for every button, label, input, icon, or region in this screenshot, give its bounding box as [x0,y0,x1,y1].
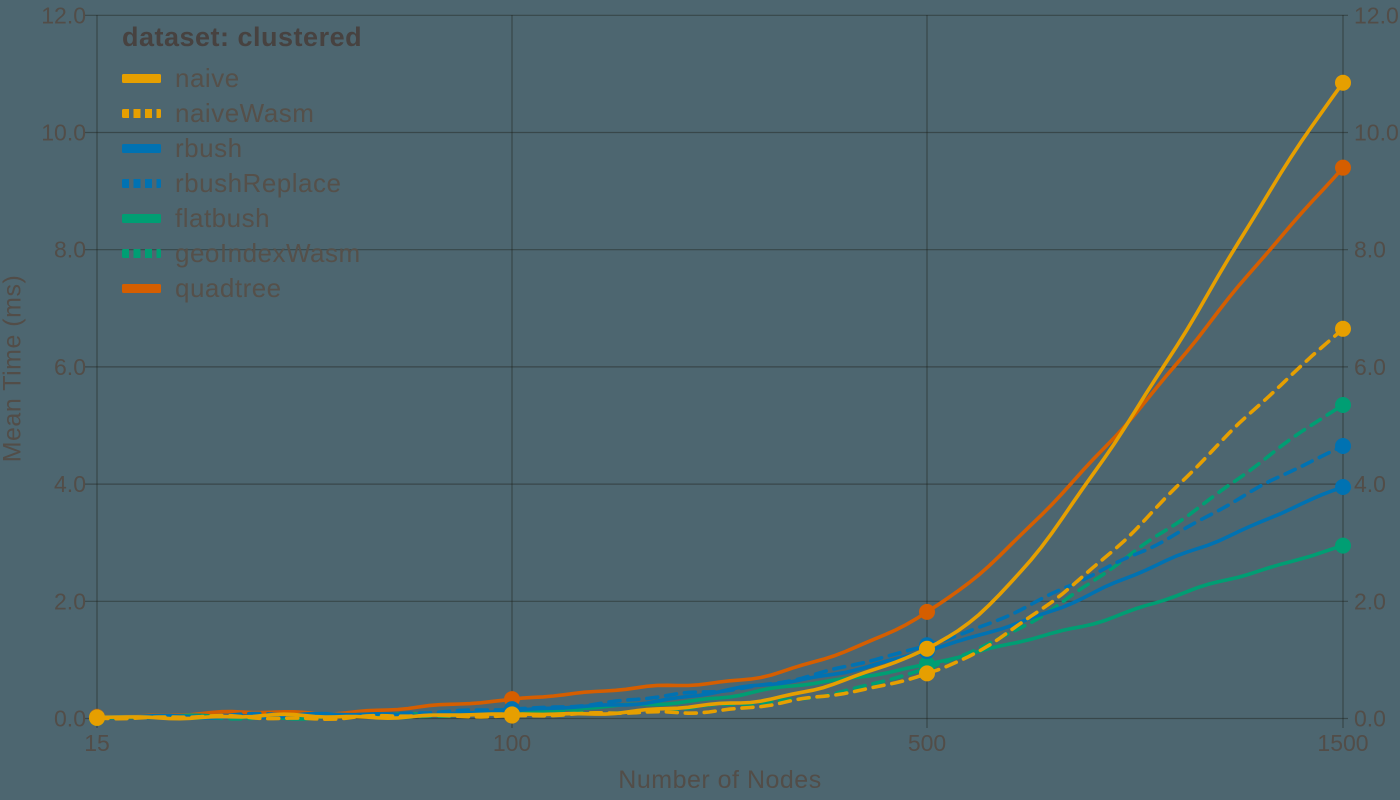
data-point-naive-500 [919,640,935,657]
series-line-rbushReplace [95,444,1345,720]
y-axis-tick-label-left: 4.0 [54,471,86,497]
y-axis-tick-label-right: 2.0 [1354,588,1386,614]
data-point-naiveWasm-1500 [1335,320,1351,337]
y-axis-tick-label-right: 8.0 [1354,237,1386,263]
legend-item-rbush: rbush [122,132,362,163]
legend-item-label: rbush [175,132,243,163]
y-axis-tick-label-left: 8.0 [54,237,86,263]
legend-item-geoIndexWasm: geoIndexWasm [122,237,362,268]
y-axis-title: Mean Time (ms) [0,274,27,463]
x-axis-tick-label: 1500 [1317,730,1368,756]
legend-item-label: geoIndexWasm [175,237,361,268]
data-point-quadtree-500 [919,603,935,620]
y-axis-tick-label-left: 12.0 [41,2,86,28]
data-point-naiveWasm-500 [919,665,935,682]
y-axis-tick-label-left: 0.0 [54,706,86,732]
y-axis-tick-label-right: 6.0 [1354,354,1386,380]
legend-item-label: flatbush [175,202,271,233]
y-axis-tick-label-right: 0.0 [1354,706,1386,732]
legend-swatch-solid-icon [122,283,161,293]
legend-item-naiveWasm: naiveWasm [122,97,362,128]
data-point-rbush-1500 [1335,479,1351,496]
series-line-geoIndexWasm [95,403,1345,721]
data-point-naive-15 [89,709,105,726]
legend-item-flatbush: flatbush [122,202,362,233]
series-line-naiveWasm [95,327,1345,722]
legend-items: naive naiveWasm rbush rbushReplace flatbush g… [122,62,362,303]
legend-item-quadtree: quadtree [122,272,362,303]
data-point-quadtree-1500 [1335,159,1351,176]
series-line-naive [95,80,1345,721]
legend-swatch-dashed-icon [122,248,161,258]
chart-legend: dataset: clustered naive naiveWasm rbush rb… [122,22,362,310]
data-point-naive-100 [504,706,520,723]
y-axis-tick-label-left: 10.0 [41,120,86,146]
legend-item-label: quadtree [175,272,282,303]
legend-item-label: rbushReplace [175,167,342,198]
x-axis-tick-label: 15 [84,730,110,756]
x-axis-tick-label: 100 [493,730,531,756]
y-axis-tick-label-right: 12.0 [1354,2,1399,28]
y-axis-tick-label-left: 2.0 [54,588,86,614]
legend-item-label: naiveWasm [175,97,315,128]
legend-swatch-solid-icon [122,73,161,83]
legend-item-label: naive [175,62,240,93]
legend-item-naive: naive [122,62,362,93]
data-point-rbushReplace-1500 [1335,438,1351,455]
legend-swatch-dashed-icon [122,108,161,118]
x-axis-tick-label: 500 [908,730,946,756]
y-axis-tick-label-left: 6.0 [54,354,86,380]
data-point-naive-1500 [1335,74,1351,91]
y-axis-tick-label-right: 10.0 [1354,120,1399,146]
legend-swatch-solid-icon [122,143,161,153]
legend-item-rbushReplace: rbushReplace [122,167,362,198]
legend-swatch-dashed-icon [122,178,161,188]
y-axis-tick-label-right: 4.0 [1354,471,1386,497]
legend-swatch-solid-icon [122,213,161,223]
legend-title: dataset: clustered [122,22,363,52]
x-axis-title: Number of Nodes [618,766,822,794]
data-point-flatbush-1500 [1335,537,1351,554]
data-point-geoIndexWasm-1500 [1335,396,1351,413]
